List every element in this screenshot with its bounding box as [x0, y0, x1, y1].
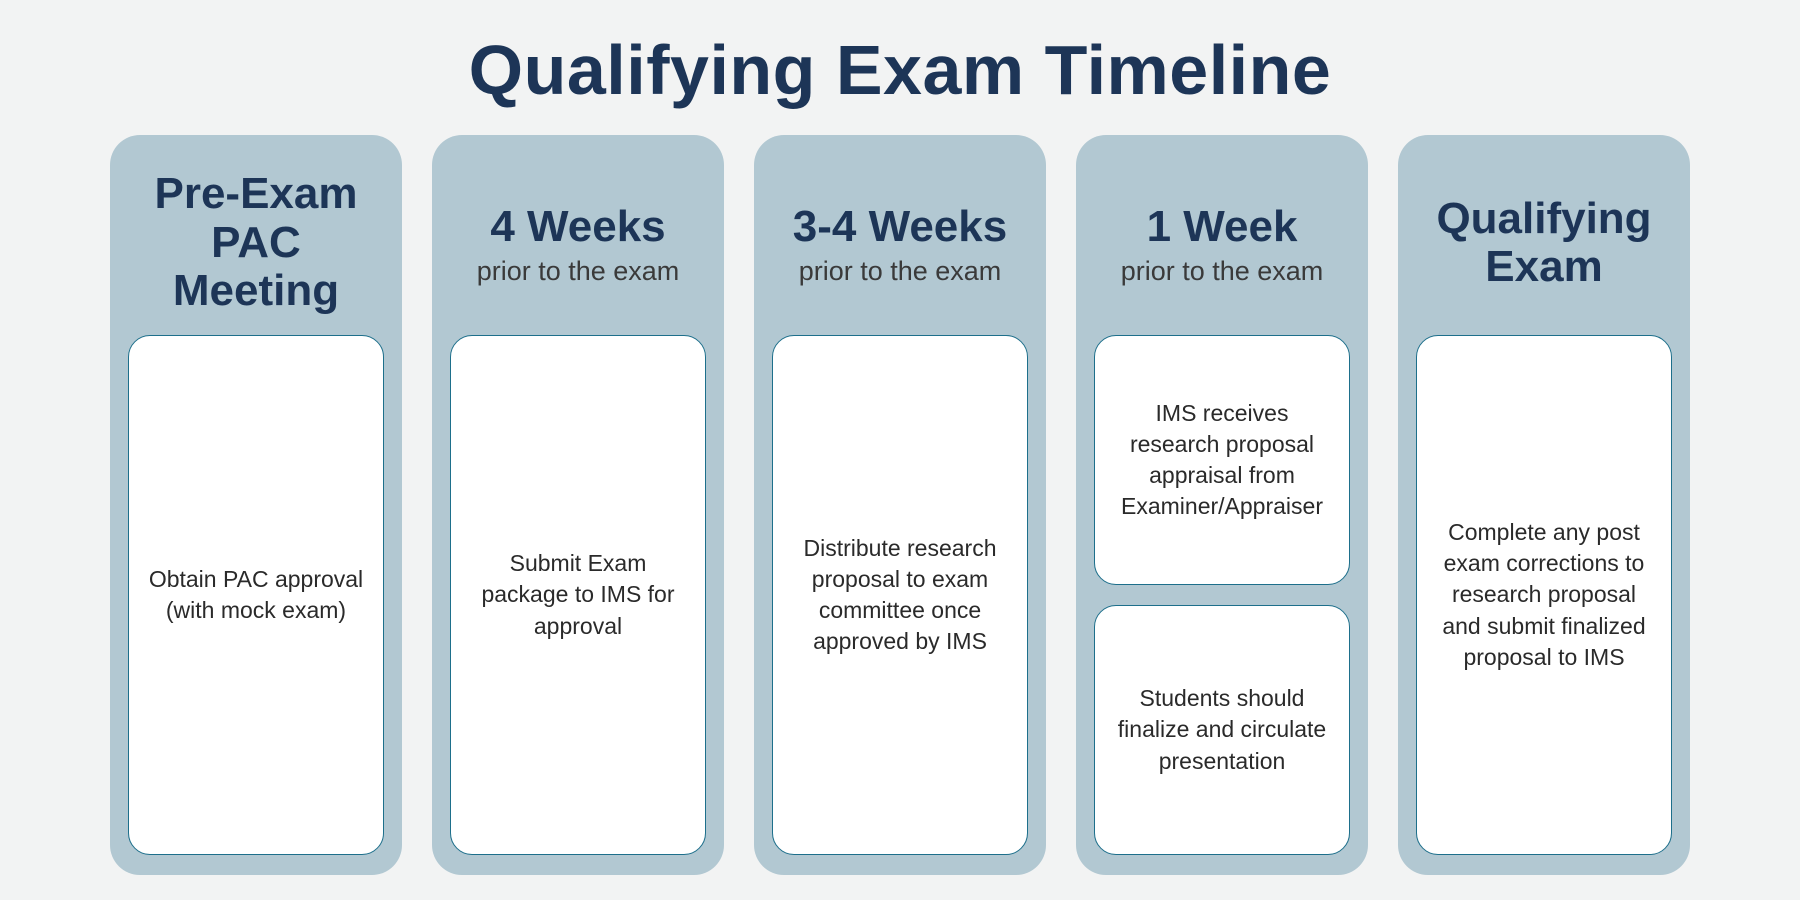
column-header: Qualifying Exam	[1416, 155, 1672, 335]
column-subtitle: prior to the exam	[1121, 256, 1324, 287]
column-body: Distribute research proposal to exam com…	[772, 335, 1028, 855]
column-3-4-weeks: 3-4 Weeks prior to the exam Distribute r…	[754, 135, 1046, 875]
timeline-card: Submit Exam package to IMS for approval	[450, 335, 706, 855]
timeline-card: Obtain PAC approval (with mock exam)	[128, 335, 384, 855]
timeline-card: Students should finalize and circulate p…	[1094, 605, 1350, 855]
column-body: IMS receives research proposal appraisal…	[1094, 335, 1350, 855]
timeline-card: Distribute research proposal to exam com…	[772, 335, 1028, 855]
column-4-weeks: 4 Weeks prior to the exam Submit Exam pa…	[432, 135, 724, 875]
timeline-columns: Pre-Exam PAC Meeting Obtain PAC approval…	[110, 135, 1690, 875]
column-title: 1 Week	[1147, 203, 1298, 251]
timeline-page: Qualifying Exam Timeline Pre-Exam PAC Me…	[0, 0, 1800, 900]
column-subtitle: prior to the exam	[799, 256, 1002, 287]
column-title: Pre-Exam PAC Meeting	[128, 170, 384, 315]
column-title: Qualifying Exam	[1416, 195, 1672, 292]
column-1-week: 1 Week prior to the exam IMS receives re…	[1076, 135, 1368, 875]
column-subtitle: prior to the exam	[477, 256, 680, 287]
column-pre-exam: Pre-Exam PAC Meeting Obtain PAC approval…	[110, 135, 402, 875]
column-body: Obtain PAC approval (with mock exam)	[128, 335, 384, 855]
timeline-card: IMS receives research proposal appraisal…	[1094, 335, 1350, 585]
column-title: 4 Weeks	[490, 203, 665, 251]
column-header: 1 Week prior to the exam	[1094, 155, 1350, 335]
column-qualifying-exam: Qualifying Exam Complete any post exam c…	[1398, 135, 1690, 875]
page-title: Qualifying Exam Timeline	[469, 30, 1332, 110]
column-body: Complete any post exam corrections to re…	[1416, 335, 1672, 855]
column-header: Pre-Exam PAC Meeting	[128, 155, 384, 335]
column-header: 4 Weeks prior to the exam	[450, 155, 706, 335]
column-body: Submit Exam package to IMS for approval	[450, 335, 706, 855]
column-title: 3-4 Weeks	[793, 203, 1007, 251]
timeline-card: Complete any post exam corrections to re…	[1416, 335, 1672, 855]
column-header: 3-4 Weeks prior to the exam	[772, 155, 1028, 335]
